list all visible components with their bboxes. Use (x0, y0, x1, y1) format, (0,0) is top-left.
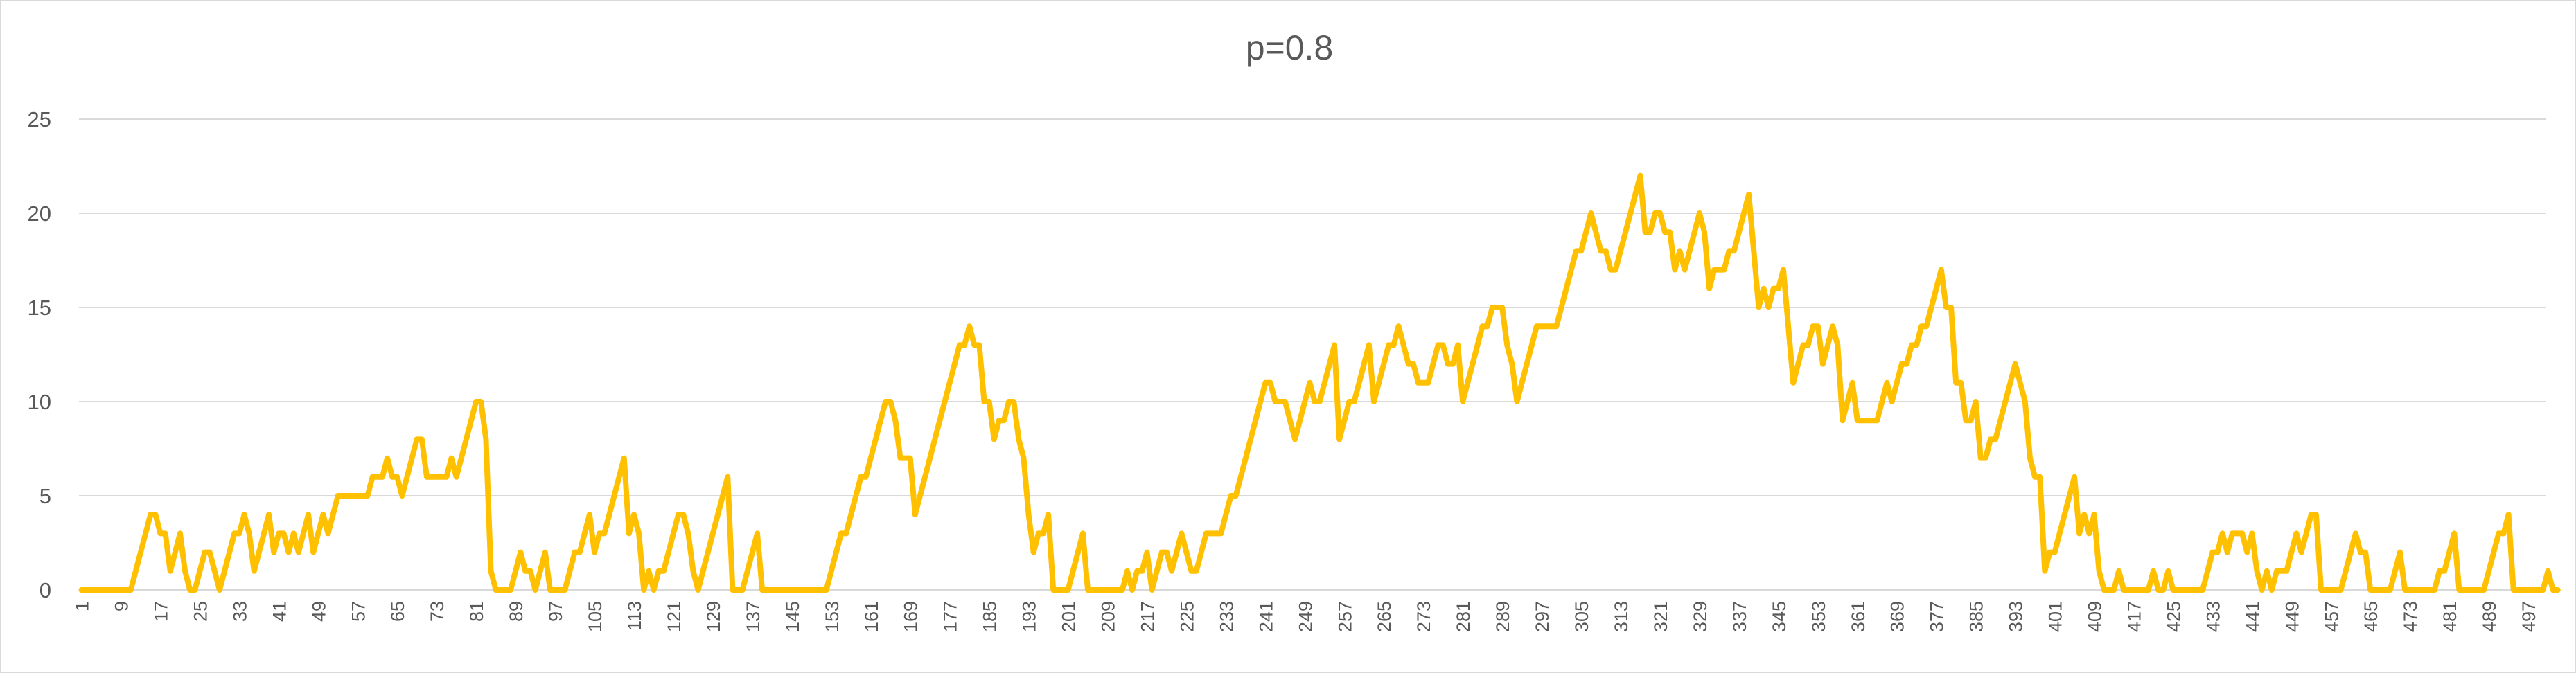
x-tick-label: 481 (2440, 601, 2460, 632)
x-tick-label: 497 (2518, 601, 2539, 632)
x-tick-label: 465 (2361, 601, 2381, 632)
x-tick-label: 449 (2282, 601, 2302, 632)
x-tick-label: 113 (624, 601, 645, 631)
x-tick-label: 393 (2006, 601, 2027, 632)
y-tick-label: 20 (28, 201, 51, 226)
x-tick-label: 217 (1137, 601, 1158, 632)
x-tick-label: 249 (1295, 601, 1316, 632)
x-tick-label: 289 (1492, 601, 1513, 632)
x-tick-label: 273 (1413, 601, 1434, 632)
x-tick-label: 169 (901, 601, 921, 632)
x-tick-label: 257 (1334, 601, 1355, 632)
x-tick-label: 161 (861, 601, 882, 632)
x-tick-label: 385 (1966, 601, 1987, 632)
x-tick-label: 225 (1176, 601, 1197, 632)
x-tick-label: 209 (1098, 601, 1119, 632)
x-tick-label: 369 (1887, 601, 1908, 632)
chart-title: p=0.8 (1245, 28, 1334, 67)
x-tick-label: 153 (822, 601, 843, 632)
x-tick-label: 297 (1532, 601, 1553, 632)
series-line (78, 172, 2561, 593)
x-tick-label: 105 (585, 601, 606, 632)
x-tick-label: 489 (2479, 601, 2500, 632)
x-tick-label: 145 (782, 601, 803, 632)
x-tick-label: 329 (1690, 601, 1711, 632)
x-tick-label: 233 (1216, 601, 1237, 632)
x-tick-label: 417 (2124, 601, 2144, 632)
y-axis-ticks: 0 5 10 15 20 25 (28, 107, 51, 602)
x-tick-label: 41 (269, 601, 290, 622)
x-tick-label: 321 (1650, 601, 1671, 632)
x-tick-label: 49 (308, 601, 329, 622)
x-tick-label: 409 (2085, 601, 2106, 632)
x-tick-label: 305 (1571, 601, 1592, 632)
x-tick-label: 337 (1729, 601, 1750, 632)
x-tick-label: 81 (466, 601, 487, 622)
x-tick-label: 1 (72, 601, 93, 611)
x-tick-label: 433 (2203, 601, 2223, 632)
y-tick-label: 0 (39, 578, 51, 602)
y-tick-label: 15 (28, 296, 51, 320)
x-tick-label: 401 (2045, 601, 2066, 632)
x-tick-label: 281 (1453, 601, 1474, 632)
x-tick-label: 353 (1808, 601, 1829, 632)
x-tick-label: 97 (545, 601, 566, 622)
x-tick-label: 457 (2321, 601, 2342, 632)
gridlines (79, 118, 2546, 591)
x-tick-label: 129 (703, 601, 724, 632)
x-tick-label: 193 (1019, 601, 1040, 632)
x-tick-label: 9 (112, 601, 132, 611)
x-tick-label: 25 (190, 601, 211, 622)
x-tick-label: 65 (387, 601, 408, 622)
x-tick-label: 441 (2242, 601, 2263, 632)
x-tick-label: 345 (1769, 601, 1790, 632)
x-tick-label: 185 (980, 601, 1000, 632)
x-tick-label: 89 (506, 601, 527, 622)
x-tick-label: 473 (2400, 601, 2421, 632)
x-tick-label: 241 (1255, 601, 1276, 632)
x-tick-label: 377 (1927, 601, 1948, 632)
x-tick-label: 425 (2163, 601, 2184, 632)
x-tick-label: 17 (150, 601, 171, 622)
y-tick-label: 10 (28, 390, 51, 414)
y-tick-label: 5 (39, 484, 51, 508)
x-tick-label: 177 (940, 601, 961, 632)
y-tick-label: 25 (28, 107, 51, 132)
x-tick-label: 137 (743, 601, 764, 632)
x-tick-label: 121 (664, 601, 685, 632)
x-tick-label: 33 (229, 601, 250, 622)
x-tick-label: 73 (427, 601, 448, 622)
x-tick-label: 201 (1059, 601, 1079, 632)
x-axis-ticks: 1 9 17 25 33 41 49 57 65 73 81 89 97 105 113 121 129 137 1… (72, 601, 2540, 632)
x-tick-label: 313 (1611, 601, 1632, 632)
x-tick-label: 265 (1374, 601, 1395, 632)
x-tick-label: 57 (348, 601, 369, 622)
x-tick-label: 361 (1848, 601, 1869, 632)
